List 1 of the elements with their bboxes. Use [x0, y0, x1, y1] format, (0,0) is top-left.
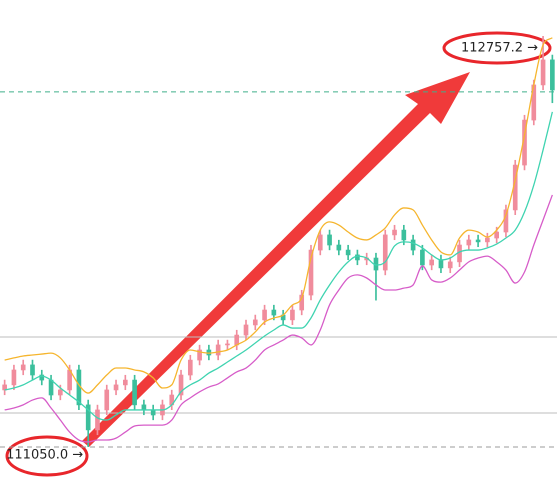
annotation: 112757.2 →	[461, 40, 538, 56]
